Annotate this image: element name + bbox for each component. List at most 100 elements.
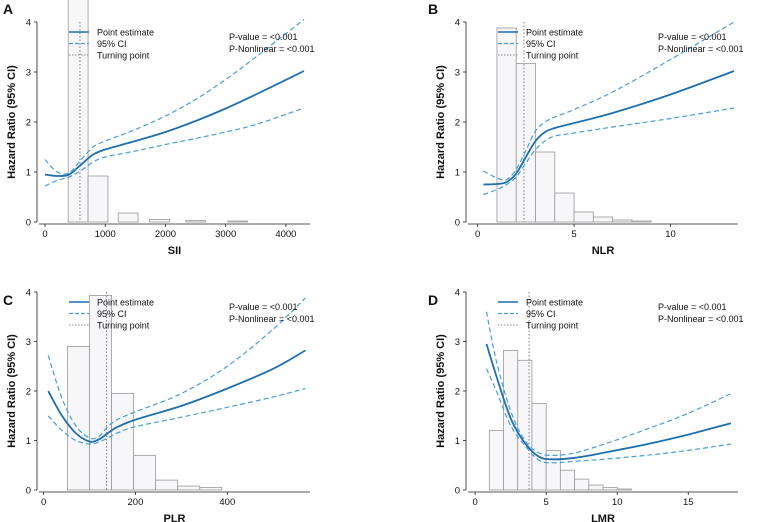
x-tick-label: 3000 <box>215 229 236 240</box>
p-nonlinear-text: P-Nonlinear = <0.001 <box>229 314 315 324</box>
histogram-bar <box>199 487 223 491</box>
histogram-bar <box>488 430 504 491</box>
histogram-bar <box>592 216 614 223</box>
y-tick-label: 1 <box>26 168 31 179</box>
y-axis-title: Hazard Ratio (95% CI) <box>435 65 447 179</box>
x-axis-title: PLR <box>164 513 186 522</box>
histogram-bar <box>545 449 561 491</box>
y-tick-label: 3 <box>26 68 31 79</box>
histogram-bar <box>515 63 536 223</box>
y-axis-title: Hazard Ratio (95% CI) <box>435 334 447 448</box>
point-estimate-line <box>44 70 305 177</box>
histogram-bar <box>133 454 157 491</box>
ci-lower-line <box>47 387 306 445</box>
x-tick-label: 10 <box>612 497 623 508</box>
histogram-bar <box>111 393 135 491</box>
legend-label: 95% CI <box>526 309 556 319</box>
histogram-bar <box>602 487 618 491</box>
histogram-bar <box>149 219 170 223</box>
y-tick-label: 0 <box>26 218 31 229</box>
panel-letter: B <box>428 1 438 17</box>
legend-label: 95% CI <box>97 39 127 49</box>
panel-b: B 0 5 10 0 1 2 3 4 NLR Hazard Ratio (95% CI) Point … <box>428 1 744 257</box>
y-tick-label: 4 <box>26 288 31 299</box>
histogram-bar <box>573 211 594 223</box>
histogram-bar <box>616 488 632 491</box>
panel-letter: A <box>3 1 13 17</box>
y-tick-label: 0 <box>455 218 460 229</box>
histogram-bar <box>535 151 556 223</box>
histogram-bar <box>185 220 206 223</box>
y-tick-label: 2 <box>455 118 460 129</box>
p-value-text: P-value = <0.001 <box>229 32 298 42</box>
histogram-bar <box>227 220 249 223</box>
y-tick-label: 3 <box>455 68 460 79</box>
x-tick-label: 4000 <box>275 229 296 240</box>
histogram-bar <box>117 212 139 223</box>
p-nonlinear-text: P-Nonlinear = <0.001 <box>229 44 315 54</box>
x-axis-title: SII <box>168 245 181 257</box>
histogram-bar <box>531 402 547 491</box>
legend-label: Point estimate <box>526 298 583 308</box>
x-tick-label: 200 <box>128 497 144 508</box>
y-tick-label: 4 <box>455 288 460 299</box>
histogram-bar <box>574 478 590 491</box>
y-tick-label: 2 <box>26 387 31 398</box>
panel-a: A 0 1000 2000 3000 4000 0 1 2 3 4 SII Hazard Ratio (… <box>3 0 315 257</box>
x-tick-label: 2000 <box>155 229 176 240</box>
x-tick-label: 0 <box>475 229 480 240</box>
histogram-bar <box>87 175 109 223</box>
legend-label: 95% CI <box>526 39 556 49</box>
legend-label: Turning point <box>97 321 150 331</box>
y-tick-label: 0 <box>455 486 460 497</box>
legend-label: Point estimate <box>526 28 583 38</box>
panel-c: C 0 200 400 0 1 2 3 4 PLR Hazard Ratio (95% CI) Poi… <box>3 288 315 522</box>
x-tick-label: 5 <box>571 229 576 240</box>
ci-lower-line <box>44 107 305 187</box>
point-estimate-line <box>47 349 306 443</box>
y-tick-label: 1 <box>26 436 31 447</box>
y-axis-title: Hazard Ratio (95% CI) <box>6 334 18 448</box>
y-tick-label: 2 <box>26 118 31 129</box>
histogram-bar <box>177 485 201 491</box>
y-tick-label: 4 <box>26 18 31 29</box>
ci-lower-line <box>485 368 731 464</box>
legend-label: Turning point <box>526 321 579 331</box>
y-tick-label: 1 <box>455 168 460 179</box>
x-tick-label: 15 <box>683 497 694 508</box>
y-tick-label: 3 <box>455 337 460 348</box>
histogram-bar <box>559 469 575 491</box>
y-tick-label: 0 <box>26 486 31 497</box>
histogram-bar <box>517 359 533 491</box>
x-tick-label: 0 <box>41 497 46 508</box>
x-tick-label: 0 <box>472 497 477 508</box>
x-tick-label: 10 <box>665 229 676 240</box>
point-estimate-line <box>483 70 735 186</box>
panel-letter: C <box>3 292 13 308</box>
ci-upper-line <box>47 297 306 440</box>
p-value-text: P-value = <0.001 <box>229 302 298 312</box>
ci-upper-line <box>483 21 735 181</box>
panel-d: D 0 5 10 15 0 1 2 3 4 LMR Hazard Ratio (95% CI) Poin… <box>428 288 744 522</box>
y-tick-label: 1 <box>455 436 460 447</box>
histogram-bar <box>631 220 652 223</box>
legend-label: Turning point <box>97 51 150 61</box>
legend-label: Point estimate <box>97 28 154 38</box>
legend-label: Turning point <box>526 51 579 61</box>
y-tick-label: 2 <box>455 387 460 398</box>
p-nonlinear-text: P-Nonlinear = <0.001 <box>658 314 744 324</box>
ci-upper-line <box>485 311 732 457</box>
p-nonlinear-text: P-Nonlinear = <0.001 <box>658 44 744 54</box>
y-tick-label: 3 <box>26 337 31 348</box>
histogram-bar <box>155 479 179 491</box>
x-axis-title: NLR <box>592 245 615 257</box>
point-estimate-line <box>485 343 732 461</box>
x-axis-title: LMR <box>591 513 615 522</box>
histogram-bar <box>67 0 89 223</box>
y-axis-title: Hazard Ratio (95% CI) <box>6 65 18 179</box>
ci-lower-line <box>483 107 735 196</box>
y-tick-label: 4 <box>455 18 460 29</box>
legend-label: 95% CI <box>97 309 127 319</box>
x-tick-label: 400 <box>219 497 235 508</box>
